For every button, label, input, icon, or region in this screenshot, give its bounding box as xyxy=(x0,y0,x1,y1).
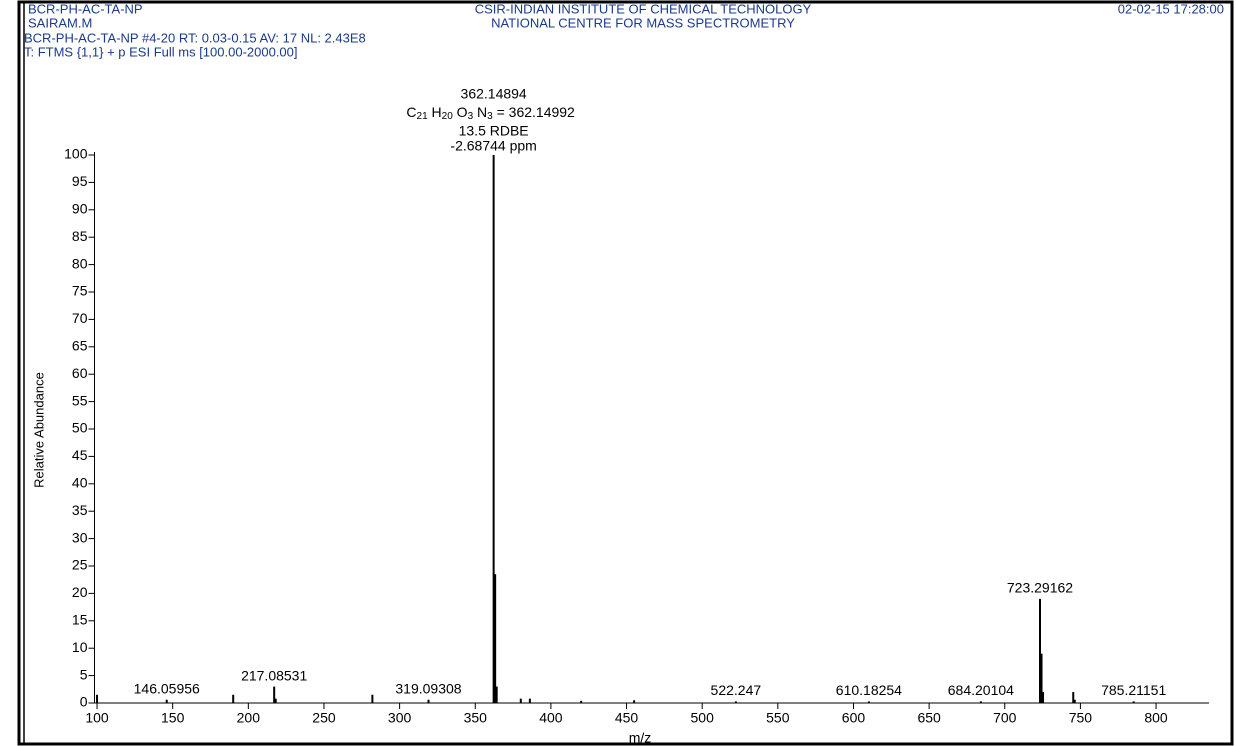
filter: T: FTMS {1,1} + p ESI Full ms [100.00-20… xyxy=(24,44,298,59)
formula-part: O xyxy=(453,104,468,120)
institute: CSIR-INDIAN INSTITUTE OF CHEMICAL TECHNO… xyxy=(475,1,812,16)
x-tick-label: 650 xyxy=(917,710,941,726)
x-tick-label: 300 xyxy=(388,710,412,726)
x-tick-label: 450 xyxy=(615,710,639,726)
formula-part: 3 xyxy=(468,111,474,122)
y-tick-label: 100 xyxy=(64,146,88,162)
y-tick-label: 95 xyxy=(72,173,88,189)
peak-label: 319.09308 xyxy=(395,680,461,696)
x-tick-label: 500 xyxy=(691,710,715,726)
y-tick-label: 35 xyxy=(72,502,88,518)
formula-part: N xyxy=(473,104,487,120)
x-tick-label: 600 xyxy=(842,710,866,726)
peak-label: 217.08531 xyxy=(241,667,307,683)
x-tick-label: 250 xyxy=(312,710,336,726)
frame xyxy=(17,0,1234,746)
x-tick-label: 800 xyxy=(1144,710,1168,726)
peak-label: 684.20104 xyxy=(948,682,1014,698)
y-tick-label: 85 xyxy=(72,228,88,244)
formula-part: = 362.14992 xyxy=(493,104,575,120)
peak-label: 522.247 xyxy=(711,682,762,698)
y-tick-label: 15 xyxy=(72,612,88,628)
formula-part: H xyxy=(428,104,442,120)
y-tick-label: 65 xyxy=(72,338,88,354)
annotation-ppm: -2.68744 ppm xyxy=(450,138,536,154)
x-tick-label: 750 xyxy=(1069,710,1093,726)
y-tick-label: 55 xyxy=(72,392,88,408)
y-tick-label: 10 xyxy=(72,639,88,655)
x-tick-label: 200 xyxy=(237,710,261,726)
y-tick-label: 20 xyxy=(72,584,88,600)
y-tick-label: 0 xyxy=(80,694,88,710)
formula-part: 3 xyxy=(487,111,493,122)
annotation-rdbe: 13.5 RDBE xyxy=(459,123,529,139)
formula-part: C xyxy=(406,104,416,120)
y-tick-label: 30 xyxy=(72,529,88,545)
operator: SAIRAM.M xyxy=(28,15,92,30)
y-tick-label: 45 xyxy=(72,447,88,463)
y-tick-label: 40 xyxy=(72,475,88,491)
annotation-formula: C21 H20 O3 N3 = 362.14992 xyxy=(406,104,575,122)
y-tick-label: 5 xyxy=(80,666,88,682)
peak-label: 362.14894 xyxy=(461,86,527,102)
x-tick-label: 350 xyxy=(464,710,488,726)
x-axis-label: m/z xyxy=(629,730,652,746)
y-tick-label: 90 xyxy=(72,201,88,217)
x-tick-label: 100 xyxy=(85,710,109,726)
x-tick-label: 700 xyxy=(993,710,1017,726)
y-tick-label: 80 xyxy=(72,255,88,271)
x-tick-label: 400 xyxy=(539,710,563,726)
y-tick-label: 60 xyxy=(72,365,88,381)
peak-label: 610.18254 xyxy=(836,682,902,698)
y-tick-label: 50 xyxy=(72,420,88,436)
formula-part: 21 xyxy=(417,111,429,122)
y-tick-label: 75 xyxy=(72,283,88,299)
centre: NATIONAL CENTRE FOR MASS SPECTROMETRY xyxy=(491,15,795,30)
datetime: 02-02-15 17:28:00 xyxy=(1118,1,1224,16)
formula-part: 20 xyxy=(442,111,454,122)
y-tick-label: 25 xyxy=(72,557,88,573)
peak-label: 723.29162 xyxy=(1007,580,1073,596)
peak-label: 785.21151 xyxy=(1101,682,1166,698)
scan: BCR-PH-AC-TA-NP #4-20 RT: 0.03-0.15 AV: … xyxy=(24,30,366,45)
y-tick-label: 70 xyxy=(72,310,88,326)
sample: BCR-PH-AC-TA-NP xyxy=(28,1,143,16)
x-tick-label: 550 xyxy=(766,710,790,726)
y-axis-label: Relative Abundance xyxy=(31,372,46,488)
x-tick-label: 150 xyxy=(161,710,185,726)
peak-label: 146.05956 xyxy=(134,680,200,696)
